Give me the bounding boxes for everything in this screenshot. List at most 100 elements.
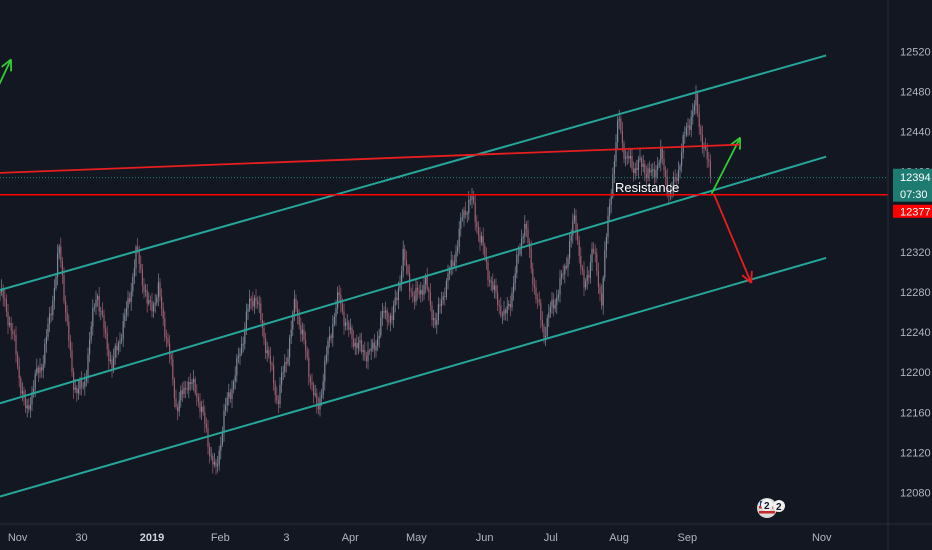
candle-body xyxy=(589,262,591,278)
candle-body xyxy=(615,142,617,162)
candle-body xyxy=(455,251,457,263)
candle-body xyxy=(481,236,483,243)
candle-body xyxy=(586,275,588,282)
candle-body xyxy=(505,309,507,314)
candle-body xyxy=(268,350,270,357)
candle-body xyxy=(154,302,156,305)
x-tick-label: May xyxy=(406,532,427,544)
y-tick-label: 12240 xyxy=(900,327,931,339)
candle-body xyxy=(247,308,249,312)
candle-body xyxy=(82,386,84,388)
candle-body xyxy=(426,276,428,290)
projection-arrows[interactable] xyxy=(0,58,753,284)
candle-body xyxy=(221,433,223,445)
candle-body xyxy=(449,269,451,274)
channel-line-3[interactable] xyxy=(0,256,827,498)
candle-body xyxy=(367,350,369,362)
candle-body xyxy=(570,235,572,241)
candle-body xyxy=(285,362,287,364)
candle-body xyxy=(463,210,465,218)
candle-body xyxy=(68,321,70,341)
badge-count-secondary: 2 xyxy=(776,502,782,513)
arrow-down-1[interactable] xyxy=(0,143,741,180)
candle-body xyxy=(372,342,374,349)
candle-body xyxy=(509,303,511,308)
candle-body xyxy=(17,354,19,367)
candle-body xyxy=(669,190,671,196)
candle-body xyxy=(541,319,543,326)
candle-body xyxy=(255,297,257,302)
arrow-up-1[interactable] xyxy=(710,136,742,195)
candle-body xyxy=(156,297,158,303)
candle-body xyxy=(418,291,420,295)
arrow-down-2[interactable] xyxy=(712,193,753,284)
candle-body xyxy=(657,165,659,171)
candle-body xyxy=(631,155,633,169)
candle-body xyxy=(165,337,167,339)
candle-body xyxy=(397,288,399,301)
y-tick-label: 12160 xyxy=(900,407,931,419)
candle-body xyxy=(445,280,447,297)
candle-body xyxy=(447,273,449,281)
candle-body xyxy=(362,350,364,352)
us-flag-badge-icon[interactable]: 2 2 xyxy=(757,498,785,518)
candle-body xyxy=(415,287,417,302)
candle-body xyxy=(151,301,153,312)
candle-body xyxy=(324,360,326,382)
candle-body xyxy=(61,261,63,276)
candle-body xyxy=(396,297,398,301)
candle-body xyxy=(293,298,295,313)
channel-lines[interactable] xyxy=(0,54,827,498)
candle-body xyxy=(289,338,291,358)
candle-body xyxy=(489,279,491,282)
candle-body xyxy=(453,262,455,266)
candle-body xyxy=(49,313,51,325)
x-tick-label: Aug xyxy=(609,532,629,544)
candle-body xyxy=(661,148,663,159)
candle-body xyxy=(181,390,183,395)
x-tick-label: Nov xyxy=(8,532,28,544)
candle-body xyxy=(386,310,388,322)
candle-body xyxy=(540,302,542,320)
x-tick-label: 2019 xyxy=(140,532,164,544)
candle-body xyxy=(581,267,583,271)
candle-body xyxy=(153,304,155,312)
channel-line-2[interactable] xyxy=(0,155,827,405)
candle-body xyxy=(90,326,92,340)
candle-body xyxy=(495,285,497,293)
x-axis[interactable]: Nov302019Feb3AprMayJunJulAugSepOctNov xyxy=(0,523,932,544)
candle-body xyxy=(81,379,83,388)
candle-body xyxy=(565,265,567,268)
candle-body xyxy=(269,356,271,364)
candle-body xyxy=(266,350,268,354)
candle-body xyxy=(618,118,620,121)
candle-body xyxy=(500,305,502,316)
candle-body xyxy=(524,223,526,237)
channel-line-1[interactable] xyxy=(0,54,827,291)
candle-body xyxy=(695,93,697,106)
candle-body xyxy=(106,333,108,350)
candle-body xyxy=(613,161,615,175)
candle-body xyxy=(241,343,243,354)
candle-body xyxy=(329,335,331,341)
candle-body xyxy=(703,146,705,149)
candle-body xyxy=(244,328,246,344)
candle-body xyxy=(308,357,310,377)
candle-body xyxy=(263,328,265,339)
candle-body xyxy=(47,324,49,337)
candle-body xyxy=(421,289,423,295)
candle-body xyxy=(77,389,79,394)
candle-body xyxy=(111,359,113,369)
candle-body xyxy=(530,248,532,269)
candle-body xyxy=(313,385,315,395)
candle-body xyxy=(457,247,459,252)
candle-body xyxy=(257,301,259,305)
x-tick-label: Jul xyxy=(544,532,558,544)
candle-body xyxy=(65,301,67,313)
candle-body xyxy=(74,387,76,390)
candle-body xyxy=(69,340,71,351)
candle-body xyxy=(321,395,323,399)
arrow-up-2[interactable] xyxy=(0,58,13,180)
candle-body xyxy=(116,346,118,351)
